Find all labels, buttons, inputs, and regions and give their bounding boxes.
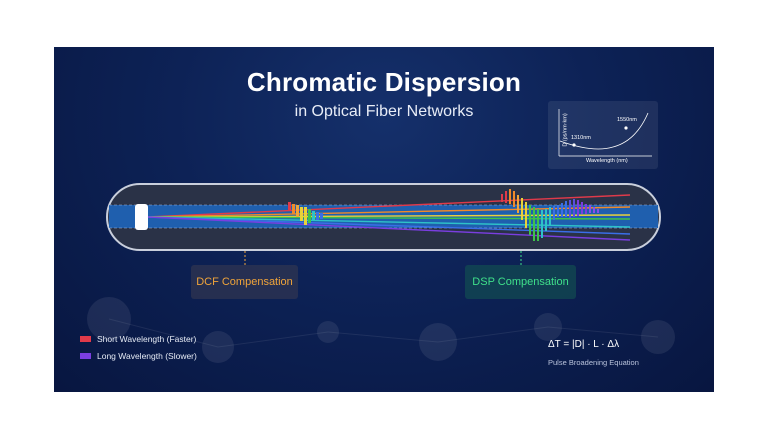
ray-violet: [147, 216, 631, 241]
slide-canvas: Chromatic Dispersion in Optical Fiber Ne…: [54, 47, 714, 392]
light-source: [135, 204, 148, 230]
ray-red: [147, 194, 631, 218]
legend-swatch-red: [80, 336, 91, 342]
inset-label-1550: 1550nm: [617, 117, 637, 123]
compressed-pulse: [288, 202, 323, 225]
dsp-compensation-box: DSP Compensation: [465, 265, 576, 299]
background-network: [87, 297, 675, 363]
inset-point-1310: [572, 143, 576, 147]
dispersion-inset-chart: D (ps/nm·km) Wavelength (nm) 1310nm 1550…: [548, 101, 658, 169]
fiber-diagram: [106, 183, 661, 265]
inset-label-1310: 1310nm: [571, 135, 591, 141]
legend-swatch-violet: [80, 353, 91, 359]
page-title: Chromatic Dispersion: [246, 67, 522, 97]
broadened-pulse: [501, 189, 599, 241]
legend-label: Long Wavelength (Slower): [97, 351, 197, 361]
inset-x-label: Wavelength (nm): [586, 158, 628, 164]
page-subtitle: in Optical Fiber Networks: [294, 103, 474, 120]
ray-blue: [147, 216, 631, 235]
pulse-broadening-equation: ΔT = |D| · L · Δλ: [548, 339, 620, 350]
equation-caption: Pulse Broadening Equation: [548, 358, 639, 367]
ray-cyan: [147, 216, 631, 228]
inset-dispersion-curve: [559, 112, 649, 150]
inset-point-1550: [624, 126, 628, 130]
inset-plot: [558, 109, 652, 157]
legend-label: Short Wavelength (Faster): [97, 334, 197, 344]
dcf-compensation-box: DCF Compensation: [191, 265, 298, 299]
